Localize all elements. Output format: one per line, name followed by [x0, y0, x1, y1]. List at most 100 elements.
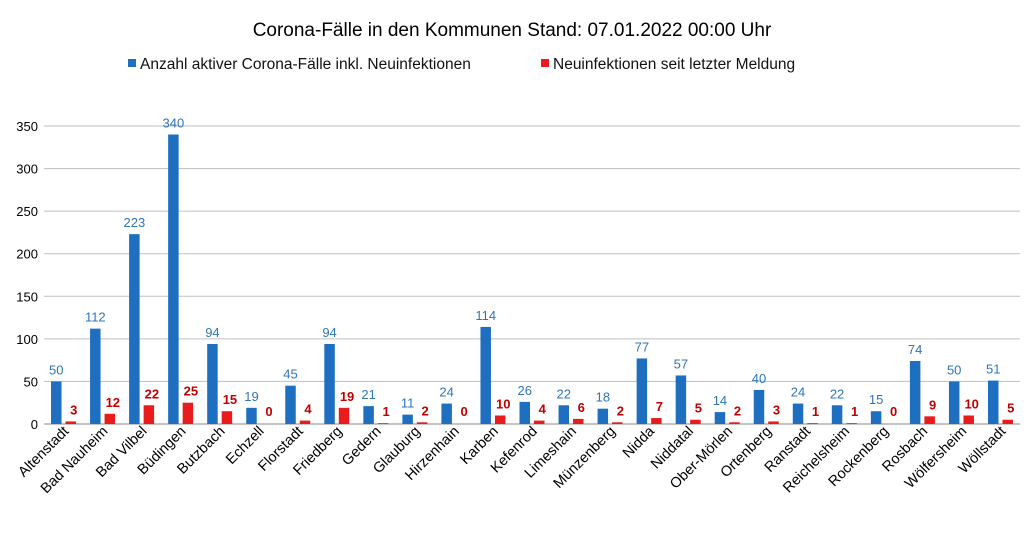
data-label-new: 0 [890, 404, 897, 419]
bar-active-2 [90, 328, 101, 424]
data-label-new: 15 [223, 392, 237, 407]
bar-active-18 [714, 412, 726, 424]
data-label-new: 22 [145, 386, 159, 401]
data-label-new: 0 [265, 404, 272, 419]
bar-active-8 [324, 343, 335, 424]
bar-new-10 [416, 422, 428, 424]
bars [51, 134, 1013, 424]
bar-active-9 [363, 406, 374, 424]
legend-swatch-1 [128, 59, 136, 67]
bar-new-18 [729, 422, 740, 424]
data-label-active: 112 [85, 310, 106, 325]
bar-active-24 [948, 381, 960, 424]
data-label-active: 45 [283, 367, 297, 382]
data-label-new: 7 [656, 399, 663, 414]
data-label-active: 114 [475, 308, 496, 323]
data-label-new: 10 [496, 396, 510, 411]
bar-new-20 [807, 423, 818, 424]
data-label-new: 2 [422, 403, 429, 418]
legend: Anzahl aktiver Corona-Fälle inkl. Neuinf… [128, 56, 795, 73]
bar-new-17 [690, 419, 701, 424]
data-label-active: 223 [123, 215, 145, 230]
data-label-new: 19 [340, 389, 354, 404]
chart-title: Corona-Fälle in den Kommunen Stand: 07.0… [253, 20, 772, 41]
gridlines [44, 125, 1020, 425]
data-label-active: 51 [986, 362, 1000, 377]
data-label-active: 24 [439, 385, 453, 400]
data-label-active: 22 [830, 386, 844, 401]
data-label-new: 10 [964, 396, 978, 411]
legend-swatch-2 [541, 59, 549, 67]
data-label-new: 9 [929, 397, 936, 412]
data-label-new: 1 [851, 404, 858, 419]
bar-new-23 [924, 416, 935, 424]
bar-active-19 [753, 389, 765, 424]
data-label-new: 6 [578, 400, 585, 415]
data-label-new: 3 [70, 402, 77, 417]
y-tick-label: 0 [31, 417, 38, 432]
data-label-active: 50 [947, 362, 961, 377]
bar-new-19 [768, 421, 779, 424]
data-label-active: 77 [635, 339, 649, 354]
data-label-active: 24 [791, 385, 805, 400]
bar-active-3 [129, 234, 140, 424]
bar-new-3 [143, 405, 155, 424]
data-label-new: 1 [382, 404, 389, 419]
data-label-new: 12 [106, 395, 120, 410]
bar-new-24 [963, 415, 974, 424]
data-label-new: 2 [617, 403, 624, 418]
bar-active-13 [519, 401, 530, 424]
bar-new-12 [494, 415, 506, 424]
bar-active-7 [285, 385, 296, 424]
y-tick-label: 50 [24, 374, 38, 389]
bar-new-9 [377, 423, 389, 424]
bar-active-10 [402, 414, 413, 424]
bar-active-17 [675, 375, 687, 424]
bar-new-7 [299, 420, 311, 424]
data-label-active: 11 [401, 396, 415, 411]
bar-new-14 [573, 418, 584, 424]
data-label-new: 1 [812, 404, 819, 419]
data-label-new: 2 [734, 403, 741, 418]
data-label-active: 19 [244, 389, 258, 404]
data-label-new: 4 [539, 402, 547, 417]
y-tick-label: 350 [16, 119, 38, 134]
data-label-active: 340 [163, 116, 185, 131]
data-label-new: 5 [695, 401, 702, 416]
bar-new-21 [846, 423, 857, 424]
data-label-active: 18 [596, 390, 610, 405]
bar-active-14 [558, 405, 570, 424]
data-label-new: 3 [773, 402, 780, 417]
bar-new-5 [221, 411, 233, 424]
bar-new-1 [65, 421, 77, 424]
bar-new-15 [612, 422, 623, 424]
bar-active-22 [870, 411, 882, 424]
data-label-new: 4 [304, 402, 312, 417]
y-tick-label: 150 [16, 289, 38, 304]
bar-active-6 [246, 407, 257, 424]
y-axis: 0 50 100 150 200 250 300 350 [16, 119, 38, 432]
data-label-active: 22 [557, 386, 571, 401]
data-label-active: 40 [752, 371, 766, 386]
data-label-active: 21 [361, 387, 375, 402]
data-label-active: 15 [869, 392, 883, 407]
bar-active-20 [792, 403, 804, 424]
bar-active-5 [207, 343, 218, 424]
bar-active-16 [636, 358, 648, 424]
data-label-active: 57 [674, 356, 688, 371]
legend-label-1: Anzahl aktiver Corona-Fälle inkl. Neuinf… [140, 56, 471, 73]
bar-active-15 [597, 408, 609, 424]
bar-new-16 [651, 418, 662, 424]
data-label-new: 25 [184, 384, 198, 399]
bar-active-25 [987, 380, 999, 424]
data-label-active: 74 [908, 342, 922, 357]
y-tick-label: 250 [16, 204, 38, 219]
data-label-active: 26 [518, 383, 532, 398]
bar-active-23 [909, 360, 921, 424]
data-label-active: 94 [322, 325, 336, 340]
y-tick-label: 300 [16, 162, 38, 177]
bar-new-2 [104, 413, 116, 424]
